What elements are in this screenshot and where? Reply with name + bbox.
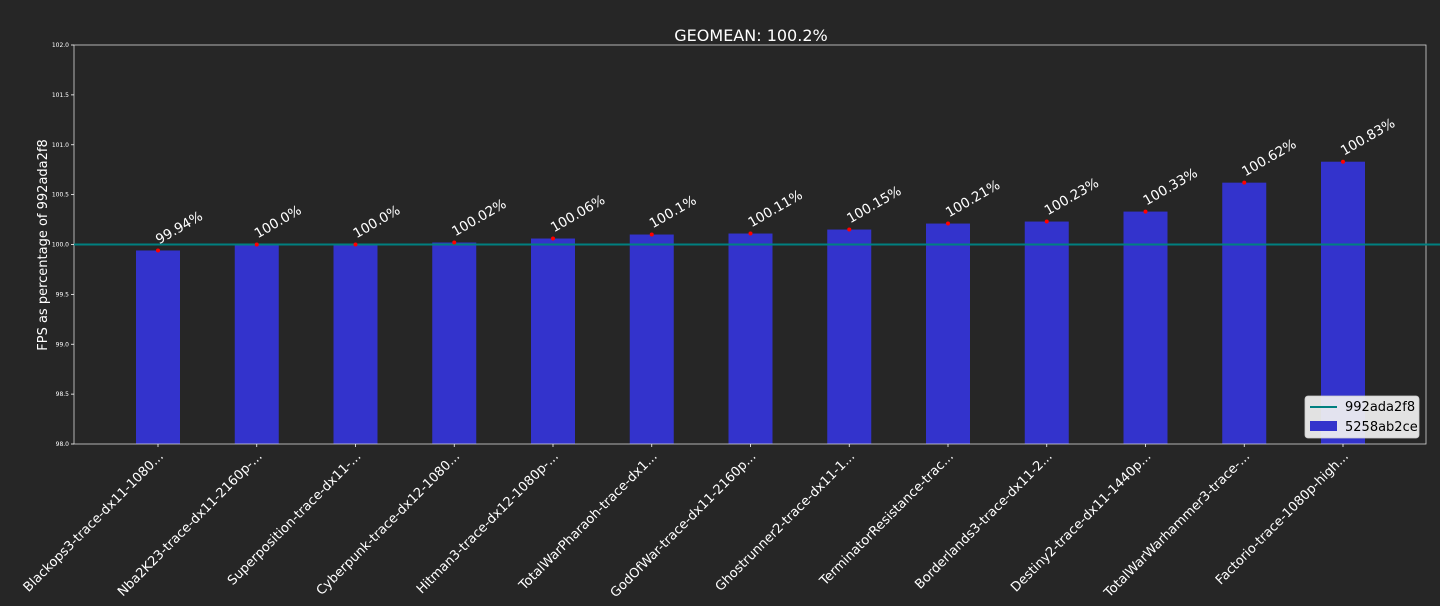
data-label: 100.06% — [548, 192, 608, 236]
y-tick-label: 99.0 — [56, 341, 70, 348]
data-point-marker — [1143, 209, 1148, 214]
data-point-marker — [1044, 219, 1049, 224]
y-tick-label: 101.5 — [52, 92, 69, 99]
bar — [629, 234, 674, 444]
y-tick-label: 98.0 — [56, 441, 70, 448]
data-point-marker — [946, 221, 950, 226]
data-point-marker — [254, 242, 259, 247]
legend-bar-swatch — [1310, 421, 1337, 431]
chart-title: GEOMEAN: 100.2% — [674, 26, 827, 45]
y-axis-label: FPS as percentage of 992ada2f8 — [36, 139, 51, 351]
y-tick-label: 98.5 — [56, 391, 70, 398]
data-label: 100.23% — [1042, 175, 1102, 219]
bar — [1222, 182, 1267, 444]
data-point-marker — [452, 240, 457, 245]
bar — [432, 242, 477, 444]
y-tick-label: 100.5 — [52, 192, 69, 199]
bar — [827, 229, 872, 444]
data-label: 100.83% — [1338, 115, 1398, 159]
y-tick-label: 99.5 — [56, 291, 70, 298]
data-point-marker — [1242, 180, 1247, 185]
data-label: 100.15% — [844, 183, 904, 227]
y-tick-label: 101.0 — [52, 142, 69, 149]
data-point-marker — [1341, 159, 1345, 164]
plot-area: 98.0 98.5 99.0 99.5 100.0 100.5 101.0 101.5 102.… — [21, 42, 1440, 601]
bar — [234, 244, 279, 444]
bar — [1123, 211, 1168, 444]
y-tick-label: 100.0 — [52, 242, 69, 249]
data-point-marker — [748, 231, 753, 236]
data-point-marker — [353, 242, 358, 247]
data-point-marker — [551, 236, 555, 241]
legend-label: 992ada2f8 — [1345, 400, 1415, 415]
y-tick-label: 102.0 — [52, 42, 69, 49]
bar — [1024, 221, 1069, 444]
data-label: 100.11% — [746, 187, 806, 231]
data-point-marker — [649, 232, 654, 237]
data-label: 100.1% — [647, 192, 700, 232]
bar — [136, 250, 180, 444]
bar — [531, 238, 575, 444]
data-point-marker — [156, 248, 160, 253]
data-label: 100.21% — [943, 177, 1003, 221]
data-label: 100.33% — [1141, 165, 1201, 209]
bar — [926, 223, 970, 444]
data-point-marker — [847, 227, 852, 232]
data-label: 100.0% — [252, 202, 305, 242]
data-label: 100.02% — [449, 196, 509, 240]
legend-label: 5258ab2ce — [1345, 420, 1418, 435]
data-label: 100.62% — [1239, 136, 1299, 180]
bar — [728, 233, 773, 444]
bar — [333, 244, 378, 444]
data-label: 99.94% — [153, 208, 206, 248]
data-label: 100.0% — [351, 202, 404, 242]
